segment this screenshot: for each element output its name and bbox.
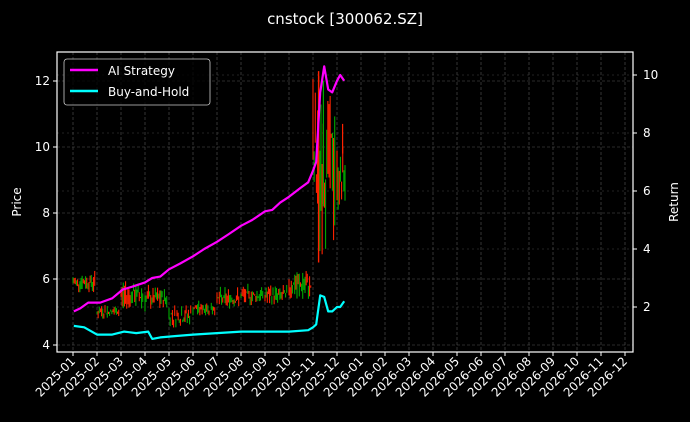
ai-strategy-line	[73, 65, 346, 313]
legend: AI Strategy Buy-and-Hold	[63, 58, 211, 106]
legend-buy-and-hold-label: Buy-and-Hold	[108, 85, 189, 99]
y-left-tick-label: 10	[35, 140, 50, 154]
price-candles	[72, 71, 346, 328]
buy-and-hold-line	[73, 294, 346, 340]
y-right-axis: 2 4 6 8 10	[633, 68, 658, 314]
y-left-tick-label: 4	[42, 338, 50, 352]
y-left-axis: 4 6 8 10 12	[35, 74, 57, 352]
series-lines	[73, 65, 346, 340]
chart-title: cnstock [300062.SZ]	[267, 10, 423, 28]
y-right-tick-label: 4	[643, 242, 651, 256]
y-right-label: Return	[667, 182, 681, 222]
x-axis: 2025-012025-022025-032025-042025-052025-…	[33, 352, 630, 400]
y-right-tick-label: 8	[643, 126, 651, 140]
y-left-tick-label: 6	[42, 272, 50, 286]
plot-frame	[56, 51, 634, 353]
y-right-tick-label: 2	[643, 300, 651, 314]
y-left-label: Price	[10, 187, 24, 216]
y-right-tick-label: 10	[643, 68, 658, 82]
y-left-tick-label: 12	[35, 74, 50, 88]
y-left-tick-label: 8	[42, 206, 50, 220]
legend-ai-strategy-label: AI Strategy	[108, 64, 175, 78]
y-right-tick-label: 6	[643, 184, 651, 198]
legend-box	[63, 58, 211, 106]
